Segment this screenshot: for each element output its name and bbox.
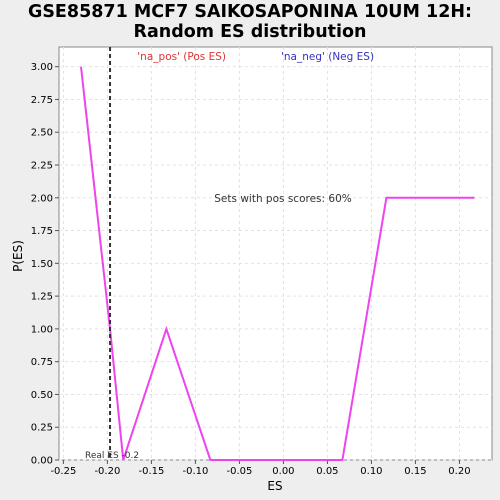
y-axis-label: P(ES) xyxy=(11,240,25,272)
y-axis: 0.00 0.25 0.50 0.75 1.00 1.25 1.50 1.75 2.00 2.25… xyxy=(31,62,59,467)
series-layer xyxy=(80,66,475,461)
y-tick-label: 1.25 xyxy=(31,292,53,303)
pos-scores-annotation: Sets with pos scores: 60% xyxy=(214,193,351,205)
legend-pos-label: 'na_pos' (Pos ES) xyxy=(137,51,226,63)
y-tick-label: 0.25 xyxy=(31,423,53,434)
x-tick-label: 0.15 xyxy=(404,466,426,477)
y-tick-label: 2.25 xyxy=(31,161,53,172)
x-axis-label: ES xyxy=(267,479,282,493)
x-tick-label: -0.10 xyxy=(182,466,208,477)
x-axis: -0.25 -0.20 -0.15 -0.10 -0.05 0.00 0.05 0.10 0.1… xyxy=(50,460,471,477)
chart-title-line2: Random ES distribution xyxy=(133,22,367,42)
y-tick-label: 0.00 xyxy=(31,456,53,467)
x-tick-label: -0.20 xyxy=(94,466,120,477)
x-tick-label: -0.25 xyxy=(50,466,76,477)
y-tick-label: 2.50 xyxy=(31,128,53,139)
y-tick-label: 2.75 xyxy=(31,95,53,106)
x-tick-label: 0.10 xyxy=(360,466,382,477)
plot-background xyxy=(58,46,493,461)
real-es-label: Real ES -0.2 xyxy=(85,451,139,461)
x-tick-label: 0.20 xyxy=(448,466,470,477)
y-tick-label: 1.50 xyxy=(31,259,53,270)
x-tick-label: -0.15 xyxy=(138,466,164,477)
y-tick-label: 0.75 xyxy=(31,357,53,368)
chart-title-line1: GSE85871 MCF7 SAIKOSAPONINA 10UM 12H: xyxy=(27,2,473,22)
x-tick-label: 0.00 xyxy=(272,466,294,477)
series-line xyxy=(80,66,475,461)
y-tick-label: 0.50 xyxy=(31,390,53,401)
chart-title: GSE85871 MCF7 SAIKOSAPONINA 10UM 12H: Ra… xyxy=(0,2,500,42)
y-tick-label: 3.00 xyxy=(31,62,53,73)
x-tick-label: -0.05 xyxy=(226,466,252,477)
x-tick-label: 0.05 xyxy=(316,466,338,477)
y-tick-label: 1.00 xyxy=(31,324,53,335)
y-tick-label: 1.75 xyxy=(31,226,53,237)
legend-neg-label: 'na_neg' (Neg ES) xyxy=(281,51,374,63)
y-tick-label: 2.00 xyxy=(31,193,53,204)
